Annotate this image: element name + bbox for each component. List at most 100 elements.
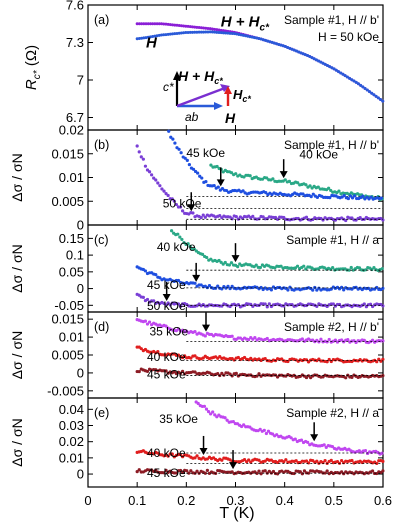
y-tick-label: 0.01 [59, 450, 84, 465]
data-point [265, 176, 269, 180]
series-label-sub: c* [260, 22, 271, 33]
y-tick-label: -0.005 [47, 383, 84, 398]
data-point [164, 22, 168, 26]
data-point [323, 62, 327, 66]
data-point [325, 469, 329, 473]
y-tick-label: 0.015 [51, 312, 84, 327]
data-point [158, 276, 162, 280]
data-point [155, 34, 159, 38]
data-point [282, 215, 286, 220]
x-tick-label: 0 [84, 493, 91, 508]
data-point [300, 337, 304, 341]
data-point [204, 407, 209, 411]
data-point [306, 440, 310, 444]
data-point [193, 370, 197, 374]
data-point [230, 334, 234, 338]
data-point [247, 337, 251, 342]
h-vector-label: H [225, 110, 236, 126]
data-point [348, 76, 352, 80]
ab-label: ab [185, 110, 199, 124]
data-point [188, 244, 192, 248]
data-point [224, 286, 228, 290]
data-point [209, 163, 213, 167]
data-point [190, 25, 194, 29]
hc-vector-label: Hc* [233, 87, 251, 104]
x-tick-label: 0.3 [226, 493, 244, 508]
data-point [258, 265, 262, 270]
data-point [203, 334, 207, 338]
y-tick-label: 0.15 [59, 231, 84, 246]
data-point [151, 22, 155, 26]
data-point [216, 185, 220, 189]
data-point [381, 469, 385, 473]
data-point [192, 247, 196, 251]
data-point [196, 401, 200, 406]
data-point [302, 264, 306, 268]
data-point [236, 355, 240, 360]
data-point [173, 32, 177, 36]
x-tick-label: 0.6 [374, 493, 392, 508]
data-point [302, 469, 307, 473]
data-point [315, 288, 319, 292]
data-point [254, 263, 258, 267]
data-point [175, 31, 179, 35]
series-label: 50 kOe [147, 299, 186, 313]
panels: 6.7 7 7.3 7.6 (a) Sample #1, H // b' H = 50 kO… [9, 0, 385, 488]
data-point [185, 469, 189, 473]
data-point [153, 34, 157, 38]
data-point [233, 32, 237, 36]
data-point [322, 443, 326, 447]
data-point [166, 32, 170, 36]
data-point [230, 217, 234, 221]
data-point [176, 327, 181, 331]
transition-arrowhead [310, 434, 319, 442]
data-point [183, 354, 187, 358]
data-point [286, 288, 290, 292]
data-point [167, 129, 171, 133]
series-1 [135, 30, 385, 103]
data-point [176, 232, 180, 236]
data-point [282, 460, 286, 464]
data-point [141, 295, 145, 299]
data-point [212, 183, 216, 188]
data-point [350, 375, 354, 379]
y-tick-label: 0.005 [51, 194, 84, 209]
data-point [259, 472, 263, 476]
data-point [346, 196, 350, 201]
data-point [292, 471, 296, 476]
y-axis-label: Δσ / σN [9, 244, 25, 292]
data-point [223, 416, 227, 420]
data-point [304, 267, 308, 271]
data-point [144, 36, 148, 40]
series-label: 50 kOe [163, 197, 202, 211]
data-point [168, 23, 172, 27]
data-point [337, 189, 341, 193]
data-point [230, 284, 234, 288]
x-tick-label: 0.4 [276, 493, 294, 508]
data-point [346, 338, 350, 342]
x-axis-label: T (K) [219, 505, 254, 522]
data-point [327, 337, 331, 342]
panel-0: 6.7 7 7.3 7.6 (a) Sample #1, H // b' H = 50 kO… [23, 0, 385, 131]
data-point [266, 429, 271, 433]
data-point [206, 26, 210, 30]
data-point [188, 30, 192, 34]
transition-arrowhead [192, 274, 201, 282]
data-point [381, 304, 385, 308]
data-point [178, 205, 183, 209]
data-point [357, 266, 362, 270]
data-point [304, 215, 309, 219]
data-point [198, 174, 202, 178]
y-tick-label: 0.01 [59, 330, 84, 345]
data-point [219, 28, 223, 32]
data-point [144, 22, 148, 26]
data-point [283, 178, 287, 182]
transition-arrowhead [202, 324, 210, 332]
data-point [334, 68, 338, 72]
y-tick-label: 0.02 [59, 123, 84, 138]
data-point [375, 461, 379, 466]
data-point [265, 336, 269, 341]
y-tick-label: 0.05 [59, 264, 84, 279]
y-tick-label: 0.03 [59, 418, 84, 433]
series-label: 40 kOe [299, 148, 338, 162]
